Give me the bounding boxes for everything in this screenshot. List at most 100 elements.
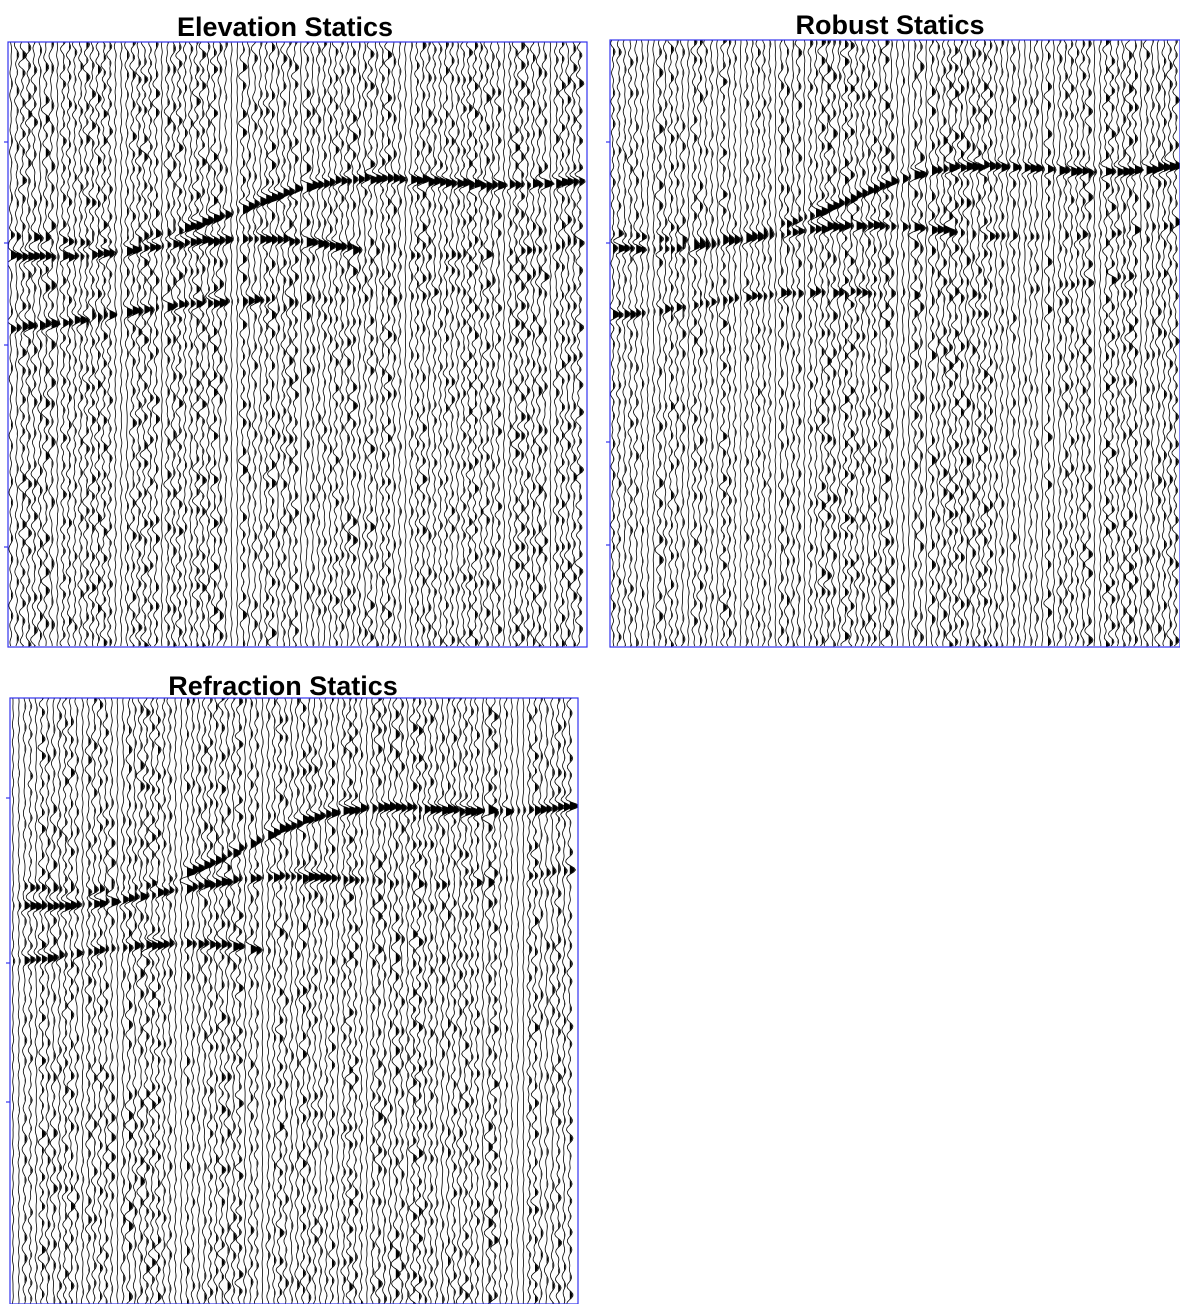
wiggle-trace [223, 698, 234, 1304]
wiggle-trace [397, 698, 409, 1304]
wiggle-trace [521, 698, 527, 1304]
wiggle-trace [88, 698, 103, 1304]
trace-fill [1048, 40, 1054, 647]
wiggle-trace [25, 698, 39, 1304]
wiggle-trace [287, 698, 299, 1304]
trace-fill [972, 40, 981, 647]
trace-fill [283, 42, 291, 647]
trace-fill [314, 698, 323, 1304]
trace-fill [378, 698, 385, 1304]
wiggle-trace [516, 698, 521, 1304]
wiggle-trace [992, 40, 1003, 647]
wiggle-trace [28, 42, 42, 647]
wiggle-trace [516, 42, 526, 647]
wiggle-trace [839, 40, 853, 647]
wiggle-trace [235, 42, 240, 647]
trace-fill [556, 42, 563, 647]
wiggle-trace [81, 42, 91, 647]
wiggle-trace [481, 698, 486, 1304]
wiggle-trace [32, 698, 44, 1304]
wiggle-trace [715, 40, 721, 647]
wiggle-trace [651, 40, 656, 647]
seismic-section [11, 698, 578, 1304]
trace-fill [453, 698, 460, 1304]
trace-fill [451, 42, 457, 647]
wiggle-trace [180, 42, 194, 647]
wiggle-trace [80, 698, 85, 1304]
wiggle-trace [950, 40, 962, 647]
trace-fill [221, 698, 230, 1304]
wiggle-trace [335, 698, 342, 1304]
wiggle-trace [49, 698, 61, 1304]
trace-fill [562, 42, 571, 647]
wiggle-trace [718, 40, 730, 647]
panel-title: Refraction Statics [168, 671, 398, 701]
wiggle-trace [71, 42, 83, 647]
wiggle-trace [754, 40, 765, 647]
wiggle-trace [667, 40, 675, 647]
wiggle-trace [373, 698, 387, 1304]
wiggle-trace [493, 42, 508, 647]
wiggle-trace [529, 42, 542, 647]
wiggle-trace [430, 42, 443, 647]
wiggle-trace [396, 42, 407, 647]
trace-fill [961, 40, 967, 647]
wiggle-trace [269, 698, 283, 1304]
wiggle-trace [198, 698, 214, 1304]
wiggle-trace [141, 698, 154, 1304]
wiggle-trace [626, 40, 637, 647]
wiggle-trace [957, 40, 968, 647]
wiggle-trace [194, 42, 213, 647]
trace-fill [347, 42, 353, 647]
trace-fill [705, 40, 710, 647]
wiggle-trace [76, 42, 89, 646]
trace-fill [233, 698, 241, 1304]
trace-fill [419, 698, 424, 1304]
wiggle-trace [876, 40, 888, 647]
wiggle-trace [195, 698, 207, 1304]
trace-fill [827, 40, 836, 647]
wiggle-trace [299, 42, 304, 647]
wiggle-trace [87, 42, 99, 647]
wiggle-trace [526, 698, 535, 1304]
trace-fill [494, 698, 499, 1304]
trace-fill [642, 40, 647, 647]
trace-fill [787, 40, 792, 647]
trace-fill [45, 42, 52, 647]
wiggle-trace [961, 40, 977, 647]
wiggle-trace [739, 40, 744, 646]
trace-fill [132, 42, 142, 647]
wiggle-trace [828, 40, 842, 646]
wiggle-trace [228, 698, 243, 1304]
wiggle-trace [252, 698, 263, 1304]
trace-fill [856, 40, 865, 647]
wiggle-trace [1066, 40, 1081, 647]
wiggle-trace [437, 698, 452, 1304]
wiggle-trace [304, 698, 318, 1304]
wiggle-trace [468, 42, 485, 647]
wiggle-trace [316, 698, 329, 1304]
wiggle-trace [686, 40, 691, 647]
trace-fill [330, 42, 337, 647]
trace-fill [98, 42, 104, 647]
wiggle-trace [794, 40, 806, 647]
wiggle-trace [966, 40, 983, 647]
wiggle-trace [266, 42, 282, 647]
wiggle-trace [978, 40, 991, 647]
wiggle-trace [816, 40, 831, 647]
trace-fill [723, 40, 729, 647]
wiggle-trace [72, 698, 84, 1304]
wiggle-trace [688, 40, 702, 647]
trace-fill [167, 42, 176, 647]
trace-fill [169, 698, 174, 1304]
wiggle-trace [213, 42, 228, 647]
wiggle-trace [206, 698, 217, 1304]
wiggle-trace [543, 698, 553, 1304]
wiggle-trace [404, 42, 409, 647]
trace-fill [337, 698, 341, 1304]
wiggle-trace [62, 42, 76, 647]
wiggle-trace [17, 42, 30, 647]
wiggle-trace [554, 698, 565, 1304]
wiggle-trace [774, 40, 778, 647]
wiggle-trace [1051, 40, 1057, 647]
